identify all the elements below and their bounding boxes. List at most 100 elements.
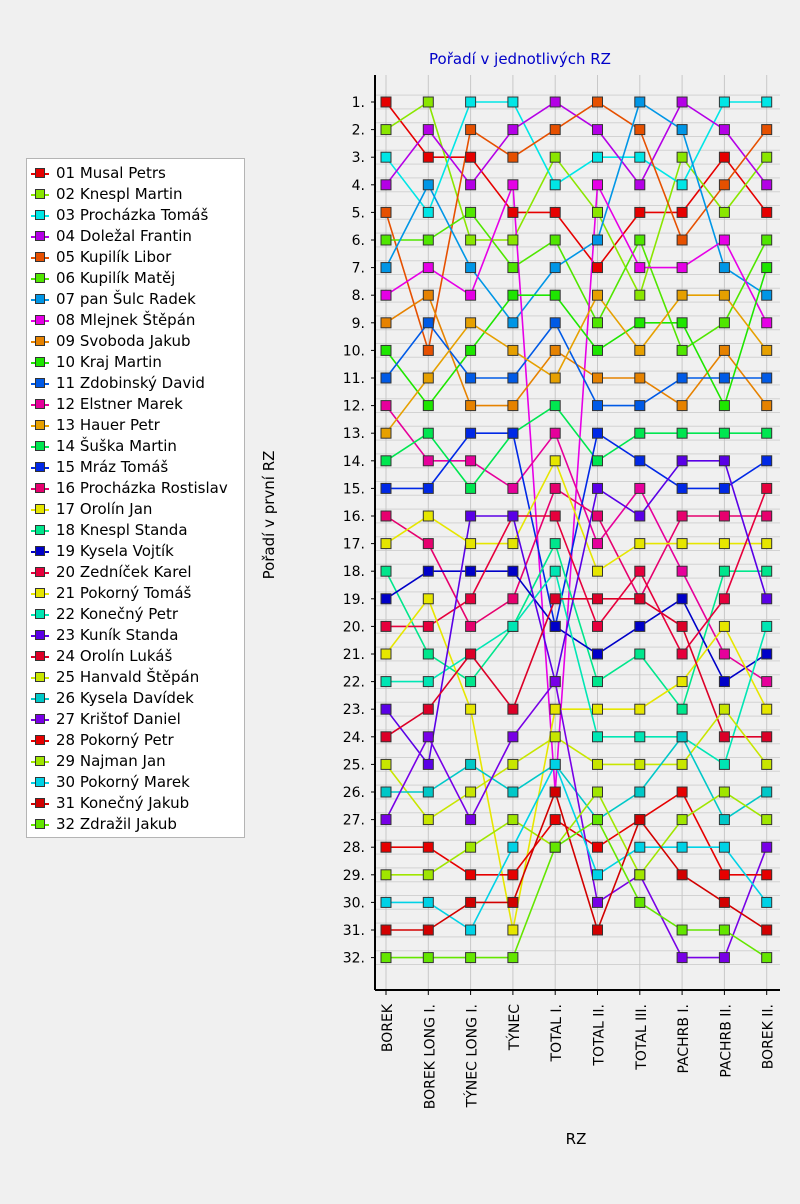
legend-swatch-marker	[35, 609, 45, 619]
series-marker	[549, 344, 561, 356]
x-tick-label: TÝNEC	[506, 1004, 523, 1051]
series-marker	[634, 455, 646, 467]
series-marker	[507, 758, 519, 770]
series-marker	[507, 234, 519, 246]
series-marker	[422, 814, 434, 826]
legend-item: 26 Kysela Davídek	[31, 688, 241, 709]
series-marker	[592, 96, 603, 108]
series-marker	[761, 455, 773, 467]
x-tick-label: PACHRB I.	[676, 1004, 692, 1074]
legend-swatch-marker	[35, 525, 45, 535]
series-marker	[422, 427, 434, 439]
series-marker	[592, 510, 603, 522]
legend-item: 30 Pokorný Marek	[31, 772, 241, 793]
series-marker	[718, 952, 730, 964]
legend-swatch-marker	[35, 756, 45, 766]
legend-item: 27 Krištof Daniel	[31, 709, 241, 730]
series-marker	[592, 372, 603, 384]
series-marker	[718, 317, 730, 329]
series-marker	[761, 151, 773, 163]
series-marker	[465, 538, 477, 550]
series-marker	[549, 703, 561, 715]
series-marker	[761, 758, 773, 770]
series-marker	[592, 400, 603, 412]
series-marker	[422, 289, 434, 301]
x-tick-label: BOREK II.	[761, 1004, 777, 1069]
series-marker	[676, 703, 688, 715]
series-marker	[380, 455, 392, 467]
series-marker	[507, 538, 519, 550]
legend-label: 22 Konečný Petr	[56, 605, 179, 623]
series-marker	[634, 786, 646, 798]
series-marker	[465, 510, 477, 522]
y-tick-label: 11.	[343, 371, 365, 387]
series-marker	[761, 96, 773, 108]
series-marker	[761, 262, 773, 274]
series-marker	[549, 151, 561, 163]
y-tick-label: 21.	[343, 647, 365, 663]
y-tick-label: 12.	[343, 399, 365, 415]
series-marker	[761, 869, 773, 881]
series-marker	[718, 179, 730, 191]
legend-swatch-marker	[35, 672, 45, 682]
series-line	[385, 100, 768, 325]
series-marker	[507, 924, 519, 936]
series-line	[386, 789, 768, 933]
series-marker	[718, 620, 730, 632]
series-marker	[634, 814, 646, 826]
series-marker	[465, 427, 477, 439]
series-marker	[634, 400, 646, 412]
series-marker	[676, 400, 688, 412]
legend-swatch-marker	[35, 798, 45, 808]
series-marker	[718, 151, 730, 163]
legend-label: 09 Svoboda Jakub	[56, 332, 191, 350]
y-tick-label: 6.	[352, 233, 365, 249]
y-tick-label: 14.	[343, 454, 365, 470]
series-marker	[422, 593, 434, 605]
series-marker	[422, 344, 434, 356]
series-marker	[549, 206, 561, 218]
legend-label: 01 Musal Petrs	[56, 164, 166, 182]
series-marker	[761, 372, 773, 384]
series-marker	[549, 262, 561, 274]
series-marker	[718, 731, 730, 743]
series-line	[385, 459, 768, 767]
legend-label: 30 Pokorný Marek	[56, 773, 190, 791]
series-marker	[761, 234, 773, 246]
series-marker	[676, 372, 688, 384]
legend-label: 26 Kysela Davídek	[56, 689, 194, 707]
x-tick-label: TÝNEC LONG I.	[464, 1004, 481, 1108]
series-marker	[676, 206, 688, 218]
legend-label: 19 Kysela Vojtík	[56, 542, 174, 560]
legend-label: 29 Najman Jan	[56, 752, 166, 770]
series-marker	[718, 510, 730, 522]
series-marker	[761, 676, 773, 688]
legend-item: 19 Kysela Vojtík	[31, 541, 241, 562]
legend-label: 06 Kupilík Matěj	[56, 269, 176, 287]
series-marker	[634, 731, 646, 743]
series-marker	[761, 179, 773, 191]
legend-swatch-marker	[35, 546, 45, 556]
series-marker	[634, 96, 646, 108]
legend-label: 31 Konečný Jakub	[56, 794, 190, 812]
legend-swatch-marker	[35, 504, 45, 514]
series-marker	[634, 565, 646, 577]
series-marker	[634, 427, 646, 439]
x-tick-label: TOTAL I.	[549, 1004, 565, 1062]
series-marker	[549, 96, 561, 108]
series-marker	[549, 841, 561, 853]
y-tick-label: 10.	[343, 343, 365, 359]
legend-label: 08 Mlejnek Štěpán	[56, 311, 196, 329]
series-marker	[718, 482, 730, 494]
series-marker	[380, 372, 392, 384]
legend-swatch-marker	[35, 483, 45, 493]
series-marker	[507, 206, 519, 218]
series-marker	[380, 179, 392, 191]
series-marker	[634, 593, 646, 605]
series-marker	[676, 344, 688, 356]
series-marker	[465, 96, 477, 108]
legend-label: 21 Pokorný Tomáš	[56, 584, 192, 602]
legend-item: 31 Konečný Jakub	[31, 793, 241, 814]
series-marker	[718, 427, 730, 439]
series-marker	[422, 648, 434, 660]
